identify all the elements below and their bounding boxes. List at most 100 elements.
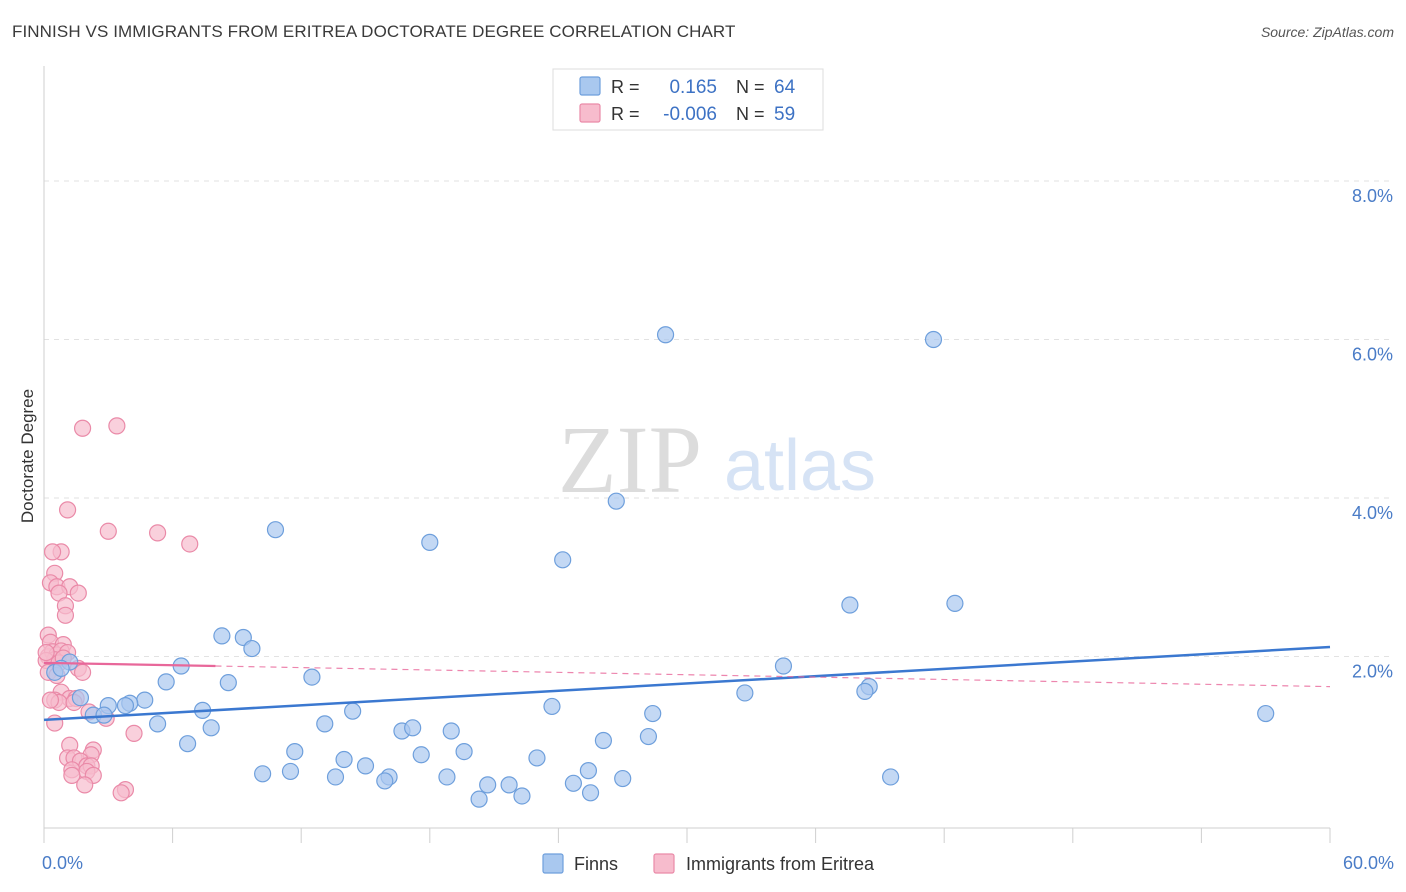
eritrea-point xyxy=(56,606,75,624)
y-tick-label: 2.0% xyxy=(1352,662,1393,682)
eritrea-point xyxy=(43,543,62,561)
legend-n-value-eritrea: 59 xyxy=(774,104,795,125)
eritrea-point xyxy=(73,419,92,437)
legend-swatch-finns-bottom xyxy=(542,853,564,874)
x-tick-label-max: 60.0% xyxy=(1343,853,1394,873)
finns-point xyxy=(219,674,237,692)
finns-point xyxy=(479,776,497,794)
finns-point xyxy=(554,551,572,569)
legend-r-label-eritrea: R = xyxy=(611,104,640,124)
finns-point xyxy=(639,727,658,746)
y-tick-label: 6.0% xyxy=(1352,345,1393,365)
finns-point xyxy=(607,492,625,510)
eritrea-point xyxy=(108,417,126,435)
eritrea-point xyxy=(148,524,167,542)
legend-swatch-finns xyxy=(579,76,601,96)
finns-point xyxy=(470,790,488,808)
series-eritrea-points xyxy=(37,417,199,802)
chart-title: FINNISH VS IMMIGRANTS FROM ERITREA DOCTO… xyxy=(12,22,736,41)
finns-point xyxy=(303,668,321,686)
finns-point xyxy=(656,326,675,344)
legend-label-eritrea: Immigrants from Eritrea xyxy=(686,854,875,874)
finns-point xyxy=(344,702,362,720)
legend-r-value-eritrea: -0.006 xyxy=(663,104,717,125)
trend-line-eritrea-solid xyxy=(43,661,216,668)
eritrea-point xyxy=(41,691,60,709)
eritrea-point xyxy=(58,501,77,519)
y-tick-labels: 2.0% 4.0% 6.0% 8.0% xyxy=(1352,186,1393,682)
finns-point xyxy=(286,742,304,761)
watermark-zip: ZIP xyxy=(558,406,702,513)
finns-point xyxy=(356,757,375,775)
finns-point xyxy=(774,657,793,675)
x-tick-label-min: 0.0% xyxy=(42,853,83,873)
finns-point xyxy=(136,691,154,709)
finns-point xyxy=(736,684,754,702)
legend-swatch-eritrea xyxy=(579,103,601,123)
finns-point xyxy=(841,596,859,614)
finns-point xyxy=(581,784,600,802)
stats-legend: R = 0.165 N = 64 R = -0.006 N = 59 xyxy=(552,68,824,131)
finns-point xyxy=(254,765,272,783)
legend-r-value-finns: 0.165 xyxy=(669,77,717,98)
finns-point xyxy=(213,627,231,645)
finns-point xyxy=(116,697,135,715)
finns-point xyxy=(614,769,632,788)
legend-n-label-finns: N = xyxy=(736,77,765,97)
finns-point xyxy=(856,682,874,700)
finns-point xyxy=(455,742,473,761)
finns-point xyxy=(421,533,439,551)
finns-point xyxy=(924,330,943,349)
legend-swatch-eritrea-bottom xyxy=(653,853,675,874)
finns-point xyxy=(281,762,300,781)
finns-point xyxy=(71,689,90,707)
finns-point xyxy=(564,774,583,792)
eritrea-point xyxy=(63,766,81,784)
finns-point xyxy=(376,772,394,790)
eritrea-point xyxy=(99,522,117,540)
legend-label-finns: Finns xyxy=(574,854,618,874)
eritrea-point xyxy=(73,663,92,681)
finns-point xyxy=(335,750,353,769)
finns-point xyxy=(882,768,900,786)
y-tick-label: 8.0% xyxy=(1352,186,1393,206)
chart-source: Source: ZipAtlas.com xyxy=(1260,24,1394,40)
finns-point xyxy=(316,715,334,733)
finns-point xyxy=(404,719,422,737)
finns-point xyxy=(528,749,546,767)
finns-point xyxy=(579,762,598,780)
legend-n-value-finns: 64 xyxy=(774,77,796,98)
finns-point xyxy=(543,697,561,716)
watermark-atlas: atlas xyxy=(724,426,876,506)
trend-lines xyxy=(43,645,1331,722)
finns-point xyxy=(442,722,460,740)
legend-r-label-finns: R = xyxy=(611,77,640,97)
legend-n-label-eritrea: N = xyxy=(736,104,765,124)
eritrea-point xyxy=(37,643,55,662)
finns-point xyxy=(513,787,531,805)
trend-line-finns xyxy=(43,645,1331,722)
finns-point xyxy=(946,594,964,613)
finns-point xyxy=(594,731,613,750)
eritrea-point xyxy=(112,784,130,802)
finns-point xyxy=(266,521,285,539)
watermark: ZIP atlas xyxy=(558,406,876,513)
series-legend: Finns Immigrants from Eritrea xyxy=(542,853,875,874)
finns-point xyxy=(52,659,70,677)
finns-point xyxy=(644,704,662,723)
eritrea-point xyxy=(46,714,64,732)
finns-point xyxy=(157,673,175,691)
finns-point xyxy=(243,639,261,658)
finns-point xyxy=(412,746,430,764)
trend-line-eritrea-dashed xyxy=(215,665,1331,688)
eritrea-point xyxy=(76,776,94,794)
finns-point xyxy=(1257,704,1275,723)
eritrea-point xyxy=(181,535,199,553)
finns-point xyxy=(438,768,456,786)
finns-point xyxy=(148,715,167,733)
y-tick-label: 4.0% xyxy=(1352,503,1393,523)
finns-point xyxy=(500,776,518,794)
finns-point xyxy=(202,719,220,737)
series-finns-points xyxy=(46,326,1275,808)
